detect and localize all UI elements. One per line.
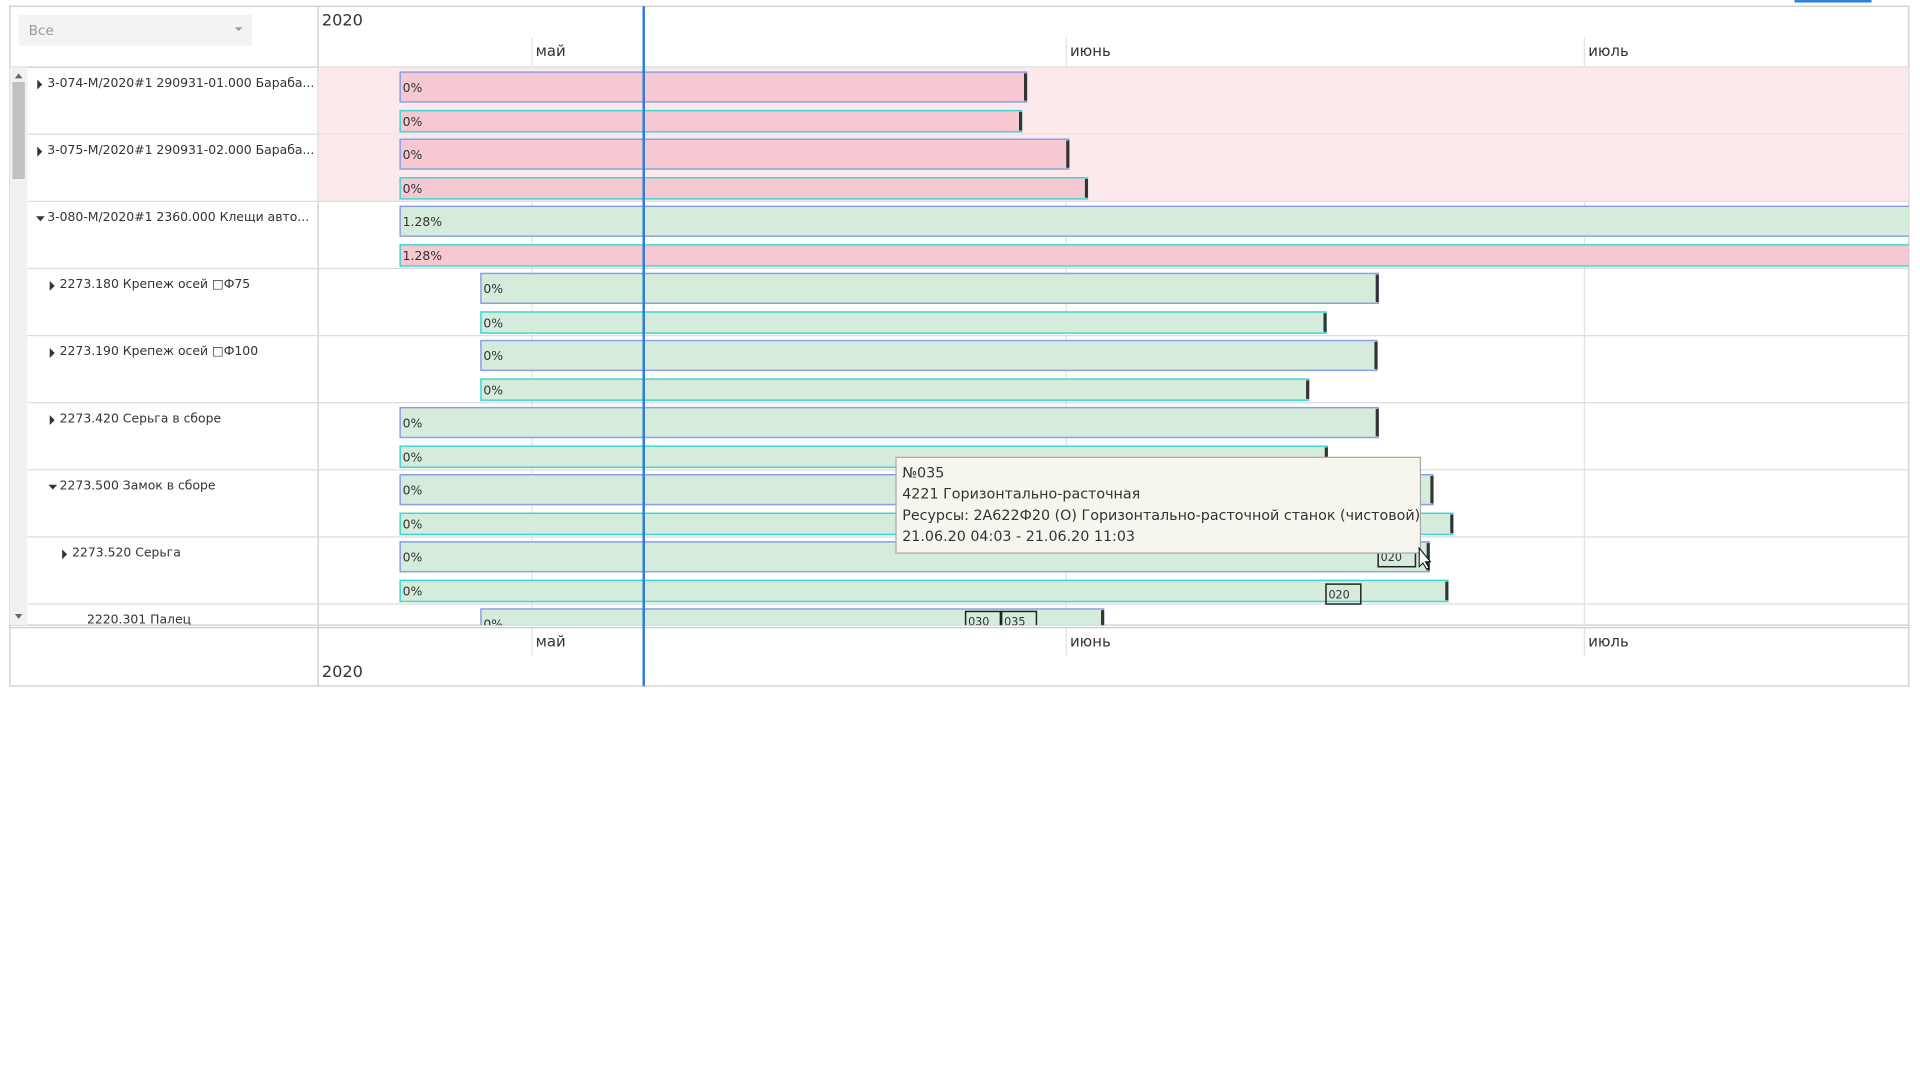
bar-end bbox=[1445, 581, 1449, 601]
dropdown-arrow bbox=[234, 27, 243, 32]
month-label: май bbox=[536, 633, 566, 651]
expand-arrow[interactable] bbox=[62, 549, 68, 560]
bar-percent: 0% bbox=[403, 147, 423, 162]
task-bar[interactable] bbox=[399, 406, 1379, 439]
tooltip-line: 21.06.20 04:03 - 21.06.20 11:03 bbox=[902, 529, 1135, 545]
bar-end bbox=[1375, 274, 1379, 303]
filter-dropdown[interactable] bbox=[18, 14, 253, 47]
expand-arrow[interactable] bbox=[49, 415, 55, 426]
row-label[interactable]: 2273.520 Серьга bbox=[72, 545, 181, 560]
bar-end bbox=[1374, 341, 1378, 370]
task-bar[interactable] bbox=[399, 205, 1914, 237]
top-button-edge[interactable] bbox=[1794, 0, 1872, 3]
task-bar[interactable] bbox=[399, 244, 1914, 267]
bar-percent: 0% bbox=[403, 449, 423, 464]
bar-percent: 1.28% bbox=[403, 248, 443, 263]
bar-end bbox=[1101, 610, 1105, 626]
bar-percent: 0% bbox=[403, 517, 423, 532]
bar-percent: 0% bbox=[403, 415, 423, 430]
month-label: июль bbox=[1588, 633, 1629, 651]
tooltip-line: №035 bbox=[902, 466, 944, 482]
bar-percent: 0% bbox=[403, 114, 423, 129]
year: 2020 bbox=[322, 11, 363, 30]
row-label[interactable]: 3-080-М/2020#1 2360.000 Клещи авто... bbox=[47, 209, 309, 224]
task-bar[interactable] bbox=[480, 272, 1379, 305]
month-label: июнь bbox=[1070, 633, 1111, 651]
task-bar[interactable] bbox=[399, 138, 1070, 170]
expand-arrow[interactable] bbox=[49, 348, 55, 358]
year: 2020 bbox=[322, 662, 363, 681]
scrollbar[interactable] bbox=[9, 67, 28, 626]
bar-end bbox=[1911, 246, 1914, 265]
bar-end bbox=[1450, 514, 1454, 534]
cursor bbox=[1418, 546, 1432, 570]
task-bar[interactable] bbox=[480, 339, 1378, 372]
row-label[interactable]: 2273.500 Замок в сборе bbox=[60, 477, 216, 492]
operation-box[interactable] bbox=[1325, 583, 1362, 605]
bar-percent: 0% bbox=[483, 382, 503, 397]
bar-percent: 0% bbox=[403, 482, 423, 497]
expand-arrow[interactable] bbox=[37, 79, 43, 90]
scroll-thumb[interactable] bbox=[12, 82, 25, 179]
row-labels: 3-074-М/2020#1 290931-01.000 Бараба... 3-… bbox=[27, 75, 319, 627]
tooltip-line: 4221 Горизонтально-расточная bbox=[902, 487, 1140, 503]
expand-arrow[interactable] bbox=[49, 280, 55, 291]
task-bar[interactable] bbox=[480, 378, 1310, 401]
task-bar[interactable] bbox=[399, 109, 1023, 133]
bar-percent: 0% bbox=[483, 348, 503, 363]
bar-end bbox=[1323, 313, 1327, 332]
operation-label: 035 bbox=[1004, 616, 1025, 629]
task-bar[interactable] bbox=[399, 579, 1449, 603]
bar-percent: 0% bbox=[483, 617, 503, 632]
task-bar[interactable] bbox=[480, 311, 1327, 334]
row-label[interactable]: 3-075-М/2020#1 290931-02.000 Бараба... bbox=[47, 142, 314, 157]
operation-box[interactable] bbox=[964, 610, 1002, 631]
bar-percent: 0% bbox=[403, 181, 423, 196]
collapse-arrow[interactable] bbox=[36, 216, 45, 222]
filter-value: Все bbox=[29, 23, 54, 39]
bar-end bbox=[1024, 73, 1028, 101]
bar-end bbox=[1911, 208, 1914, 235]
row-label[interactable]: 2273.180 Крепеж осей □Ф75 bbox=[60, 276, 251, 291]
row-label[interactable]: 2273.420 Серьга в сборе bbox=[60, 410, 222, 425]
bar-end bbox=[1019, 111, 1023, 131]
months: май май июнь июнь июль июль bbox=[531, 37, 1629, 657]
bar-end bbox=[1375, 408, 1379, 437]
bar-percent: 0% bbox=[403, 584, 423, 599]
task-bar[interactable] bbox=[399, 177, 1089, 200]
operation-box[interactable] bbox=[1000, 610, 1038, 631]
operation-label: 030 bbox=[968, 616, 989, 629]
bar-percent: 0% bbox=[403, 80, 423, 95]
bar-percent: 0% bbox=[483, 281, 503, 296]
month-label: май bbox=[536, 42, 566, 60]
bar-end bbox=[1084, 178, 1088, 198]
collapse-arrow[interactable] bbox=[48, 484, 58, 490]
tooltip-box bbox=[895, 456, 1422, 554]
row-label[interactable]: 2273.190 Крепеж осей □Ф100 bbox=[60, 343, 259, 358]
bar-percent: 0% bbox=[483, 315, 503, 330]
bar-end bbox=[1066, 140, 1070, 168]
bar-percent: 0% bbox=[403, 550, 423, 565]
bar-percent: 1.28% bbox=[403, 214, 443, 229]
bar-end bbox=[1426, 543, 1430, 571]
month-label: июнь bbox=[1070, 42, 1111, 60]
task-bar[interactable] bbox=[399, 71, 1028, 103]
month-label: июль bbox=[1588, 42, 1629, 60]
bar-end bbox=[1430, 476, 1434, 504]
tooltip-line: Ресурсы: 2А622Ф20 (О) Горизонтально-раст… bbox=[902, 508, 1420, 524]
row-label[interactable]: 3-074-М/2020#1 290931-01.000 Бараба... bbox=[47, 75, 314, 90]
tooltip: №035 4221 Горизонтально-расточная Ресурсы:… bbox=[895, 456, 1422, 554]
expand-arrow[interactable] bbox=[37, 146, 43, 157]
row-label[interactable]: 2220.301 Палец bbox=[87, 612, 191, 627]
bar-end bbox=[1306, 380, 1310, 399]
operation-label: 020 bbox=[1381, 551, 1402, 564]
operation-label: 020 bbox=[1328, 588, 1349, 601]
